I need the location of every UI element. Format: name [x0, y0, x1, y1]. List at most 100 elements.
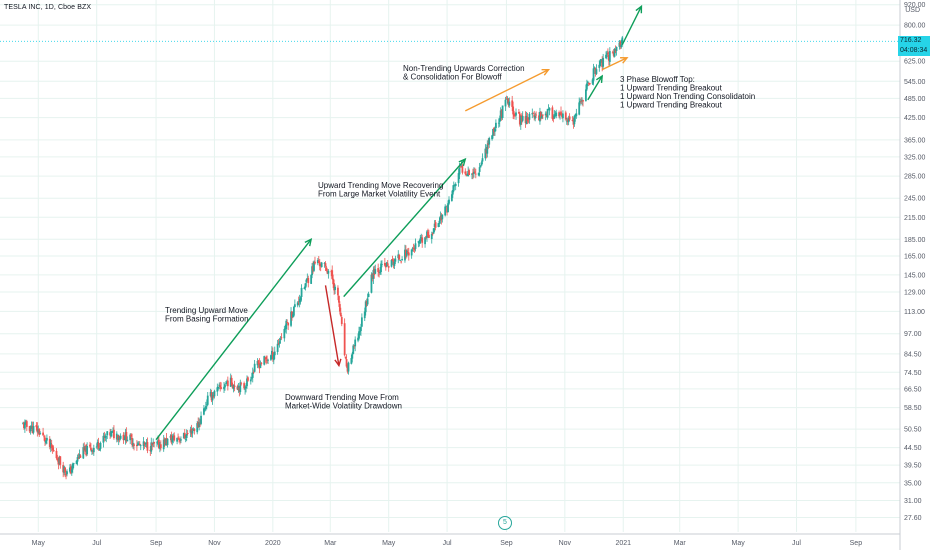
- x-tick-label: Sep: [500, 540, 513, 547]
- candle-body: [43, 436, 45, 438]
- candle-body: [513, 113, 516, 117]
- candle-body: [76, 457, 79, 462]
- candle-body: [331, 270, 334, 279]
- candle-body: [554, 115, 557, 116]
- candle-body: [532, 112, 535, 114]
- candle-body: [572, 120, 575, 125]
- candle-body: [176, 437, 179, 442]
- candle-body: [96, 442, 99, 447]
- candle-body: [240, 383, 243, 385]
- annotation-blowoff: 1 Upward Trending Breakout: [620, 84, 723, 93]
- candle-body: [22, 423, 24, 425]
- candle-body: [298, 298, 301, 303]
- candle-body: [247, 377, 249, 381]
- candle-body: [263, 356, 266, 365]
- candle-body: [130, 434, 133, 437]
- candle-body: [458, 167, 461, 175]
- candle-body: [165, 437, 168, 444]
- correction-arrow-head: [541, 68, 551, 76]
- candle-body: [104, 435, 107, 439]
- candle-body: [575, 113, 578, 117]
- candle-body: [495, 122, 497, 129]
- candle-body: [601, 60, 604, 68]
- candle-body: [99, 442, 102, 449]
- candle-body: [332, 278, 335, 285]
- candle-body: [57, 461, 60, 465]
- candle-body: [333, 283, 336, 291]
- candle-body: [379, 271, 381, 273]
- candle-body: [551, 107, 554, 119]
- candle-body: [518, 113, 521, 125]
- candle-body: [437, 223, 440, 227]
- candle-body: [243, 383, 246, 389]
- candle-body: [193, 429, 196, 432]
- candle-body: [381, 264, 383, 265]
- candle-body: [371, 273, 374, 279]
- candle-body: [170, 434, 173, 443]
- price-axis[interactable]: 920.00 800.00 625.00 545.00 485.00 425.00 365.…: [899, 0, 926, 550]
- candle-body: [197, 421, 200, 428]
- candle-body: [531, 113, 534, 115]
- candle-body: [229, 377, 232, 387]
- candle-body: [177, 438, 179, 440]
- candle-body: [219, 385, 222, 388]
- candle-body: [500, 109, 503, 117]
- candle-body: [478, 167, 481, 172]
- candle-body: [256, 361, 259, 366]
- candle-body: [466, 174, 469, 176]
- candle-body: [297, 301, 300, 303]
- drawdown-arrow-head: [334, 358, 342, 368]
- symbol-title: TESLA INC, 1D, Cboe BZX: [4, 4, 92, 11]
- candle-body: [83, 446, 86, 451]
- candle-body: [448, 199, 450, 204]
- x-tick-label: May: [382, 540, 396, 547]
- candle-body: [158, 439, 160, 449]
- time-axis[interactable]: May Jul Sep Nov 2020 Mar May Jul Sep Nov 2021 Mar Ma…: [0, 533, 900, 547]
- candle-body: [199, 422, 201, 424]
- candle-body: [259, 364, 262, 368]
- candle-body: [316, 260, 319, 264]
- y-tick-label: 44.50: [904, 445, 922, 452]
- candle-body: [384, 265, 387, 268]
- candle-body: [468, 170, 471, 175]
- candle-body: [439, 216, 442, 221]
- candle-body: [540, 112, 542, 117]
- candle-body: [257, 360, 260, 365]
- candle-body: [420, 237, 423, 238]
- blowoff-arrow-2: [601, 57, 628, 71]
- candle-body: [324, 263, 327, 267]
- candle-body: [444, 206, 447, 216]
- candle-body: [211, 395, 214, 401]
- earnings-event-marker[interactable]: 5: [498, 516, 512, 530]
- candle-body: [303, 287, 306, 289]
- candle-body: [75, 460, 78, 464]
- candle-body: [36, 426, 39, 433]
- annotation-drawdown: Market-Wide Volatility Drawdown: [285, 402, 402, 411]
- candle-body: [578, 102, 581, 115]
- candle-body: [347, 362, 350, 372]
- candle-body: [124, 432, 127, 441]
- y-tick-label: 625.00: [904, 59, 926, 66]
- candle-body: [126, 439, 129, 442]
- candle-body: [246, 378, 248, 387]
- candle-body: [198, 422, 201, 427]
- candle-body: [265, 356, 268, 360]
- candle-body: [125, 431, 128, 442]
- candle-body: [122, 434, 125, 441]
- candle-body: [23, 422, 25, 429]
- candle-body: [471, 173, 473, 175]
- x-tick-label: Nov: [559, 540, 572, 547]
- candle-body: [426, 231, 428, 238]
- annotation-blowoff: 1 Upward Non Trending Consolidatoin: [620, 92, 755, 101]
- candle-body: [44, 437, 46, 442]
- candle-body: [146, 442, 149, 451]
- y-tick-label: 800.00: [904, 23, 926, 30]
- candle-body: [253, 363, 256, 372]
- candle-body: [613, 49, 616, 57]
- annotation-recovery: From Large Market Volatility Event: [318, 190, 441, 199]
- candle-body: [162, 439, 165, 450]
- candle-body: [492, 128, 494, 136]
